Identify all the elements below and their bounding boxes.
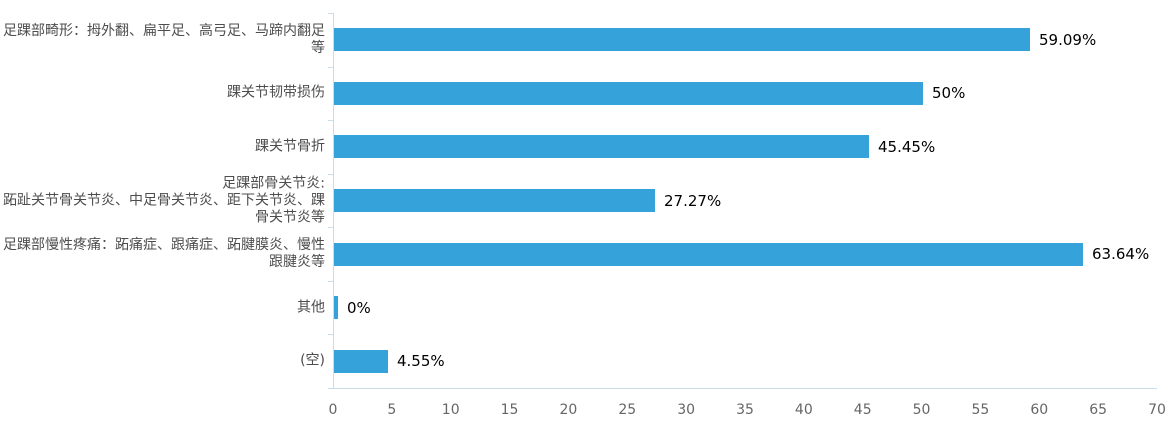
value-label: 50% (932, 84, 966, 102)
x-tick-label: 10 (441, 402, 460, 418)
bar[interactable] (334, 296, 338, 319)
category-label: 其他 (297, 299, 325, 316)
bar[interactable] (334, 350, 388, 373)
category-label: 足踝部慢性疼痛：跖痛症、跟痛症、跖腱膜炎、慢性跟腱炎等 (3, 237, 325, 270)
bar[interactable] (334, 28, 1030, 51)
y-axis-tick (328, 174, 333, 175)
bar[interactable] (334, 243, 1083, 266)
x-tick-label: 35 (736, 402, 754, 418)
y-axis-tick (328, 281, 333, 282)
bar[interactable] (334, 135, 869, 158)
bar[interactable] (334, 189, 655, 212)
category-label: 踝关节骨折 (255, 138, 325, 155)
x-tick-label: 25 (618, 402, 637, 418)
x-tick-label: 15 (500, 402, 519, 418)
value-label: 4.55% (397, 352, 445, 370)
y-axis-tick (328, 13, 333, 14)
value-label: 0% (347, 299, 371, 317)
x-tick-label: 5 (387, 402, 397, 418)
x-axis-line (333, 388, 1157, 389)
y-axis-tick (328, 334, 333, 335)
x-tick-label: 55 (971, 402, 990, 418)
x-tick-label: 0 (328, 402, 338, 418)
x-tick-label: 70 (1148, 402, 1166, 418)
x-tick-label: 30 (677, 402, 696, 418)
x-tick-label: 60 (1030, 402, 1049, 418)
x-tick-label: 40 (794, 402, 813, 418)
category-label: (空) (300, 352, 325, 369)
value-label: 45.45% (878, 138, 936, 156)
category-label: 足踝部畸形：拇外翻、扁平足、高弓足、马蹄内翻足等 (3, 23, 325, 56)
y-axis-tick (328, 227, 333, 228)
y-axis-tick (328, 67, 333, 68)
category-label: 踝关节韧带损伤 (227, 84, 325, 101)
y-axis-line (333, 13, 334, 388)
bar[interactable] (334, 82, 923, 105)
x-tick-label: 45 (853, 402, 872, 418)
y-axis-tick (328, 388, 333, 389)
y-axis-tick (328, 120, 333, 121)
x-tick-label: 65 (1089, 402, 1108, 418)
x-tick-label: 20 (559, 402, 578, 418)
value-label: 27.27% (664, 192, 722, 210)
value-label: 63.64% (1092, 245, 1150, 263)
category-label: 足踝部骨关节炎: 跖趾关节骨关节炎、中足骨关节炎、距下关节炎、踝骨关节炎等 (3, 175, 325, 226)
value-label: 59.09% (1039, 31, 1097, 49)
x-tick-label: 50 (912, 402, 931, 418)
